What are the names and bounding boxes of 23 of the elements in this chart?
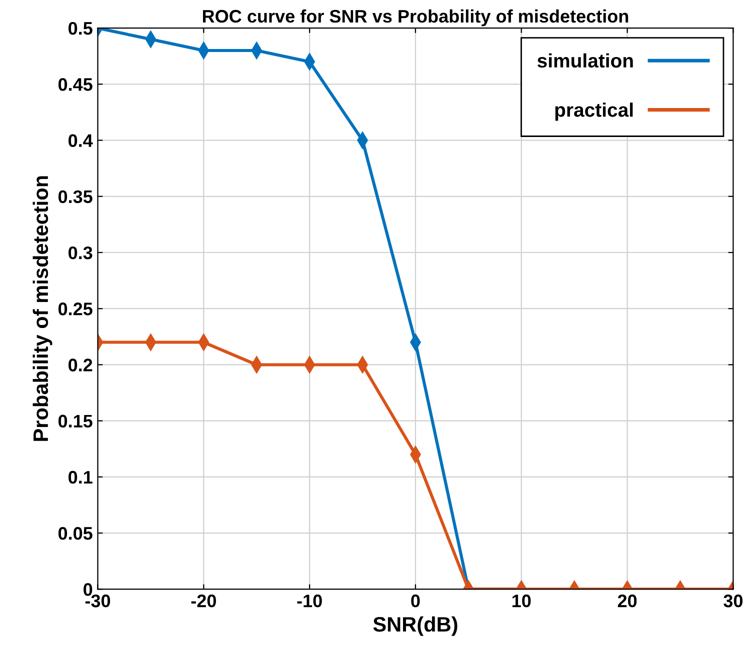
y-tick-label: 0.5 [68,22,92,35]
y-tick-label: 0.15 [58,414,92,428]
legend-label: simulation [537,53,633,68]
x-tick-label: 10 [512,594,531,608]
y-axis-title: Probability of misdetection [32,176,52,441]
x-tick-label: -10 [297,594,322,608]
y-tick-label: 0.2 [68,358,92,372]
y-tick-label: 0.1 [68,470,92,484]
y-tick-label: 0.4 [68,134,93,147]
y-tick-label: 0.3 [68,246,92,260]
x-tick-label: -20 [191,594,216,608]
y-tick-label: 0.35 [58,190,92,204]
x-tick-label: 30 [724,594,743,608]
x-tick-label: 0 [411,594,420,608]
y-tick-label: 0.05 [58,527,92,540]
chart-title: ROC curve for SNR vs Probability of misdetection [203,9,628,26]
y-tick-label: 0.25 [58,302,92,316]
x-tick-label: 20 [618,594,637,608]
legend-label: practical [555,102,633,121]
x-tick-label: -30 [85,594,110,608]
y-tick-label: 0 [84,583,92,596]
x-axis-title: SNR(dB) [373,616,458,636]
y-tick-label: 0.45 [58,78,92,91]
